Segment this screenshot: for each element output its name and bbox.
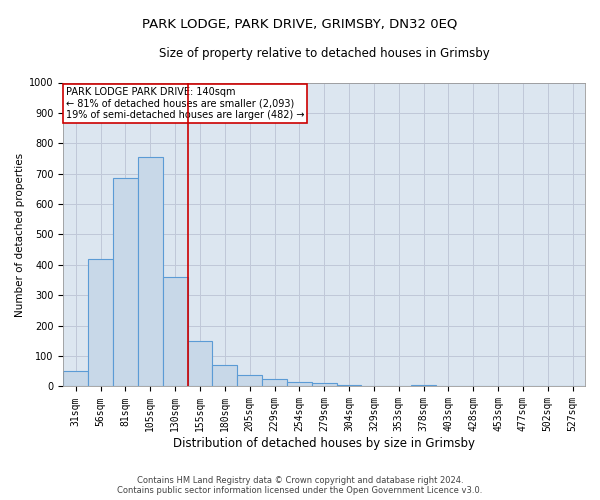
Bar (411, 385, 436, 386)
Bar (188, 341, 212, 386)
Bar (287, 382, 312, 386)
Bar (212, 365, 237, 386)
Bar (337, 385, 361, 386)
Bar (113, 178, 138, 386)
Y-axis label: Number of detached properties: Number of detached properties (15, 152, 25, 316)
Bar (262, 379, 287, 386)
X-axis label: Distribution of detached houses by size in Grimsby: Distribution of detached houses by size … (173, 437, 475, 450)
Bar (138, 157, 163, 386)
Bar (64, 372, 88, 386)
Title: Size of property relative to detached houses in Grimsby: Size of property relative to detached ho… (159, 48, 490, 60)
Bar (237, 375, 262, 386)
Bar (312, 384, 337, 386)
Bar (163, 277, 188, 386)
Text: PARK LODGE, PARK DRIVE, GRIMSBY, DN32 0EQ: PARK LODGE, PARK DRIVE, GRIMSBY, DN32 0E… (142, 18, 458, 30)
Text: PARK LODGE PARK DRIVE: 140sqm
← 81% of detached houses are smaller (2,093)
19% o: PARK LODGE PARK DRIVE: 140sqm ← 81% of d… (66, 87, 304, 120)
Text: Contains HM Land Registry data © Crown copyright and database right 2024.
Contai: Contains HM Land Registry data © Crown c… (118, 476, 482, 495)
Bar (88, 259, 113, 386)
